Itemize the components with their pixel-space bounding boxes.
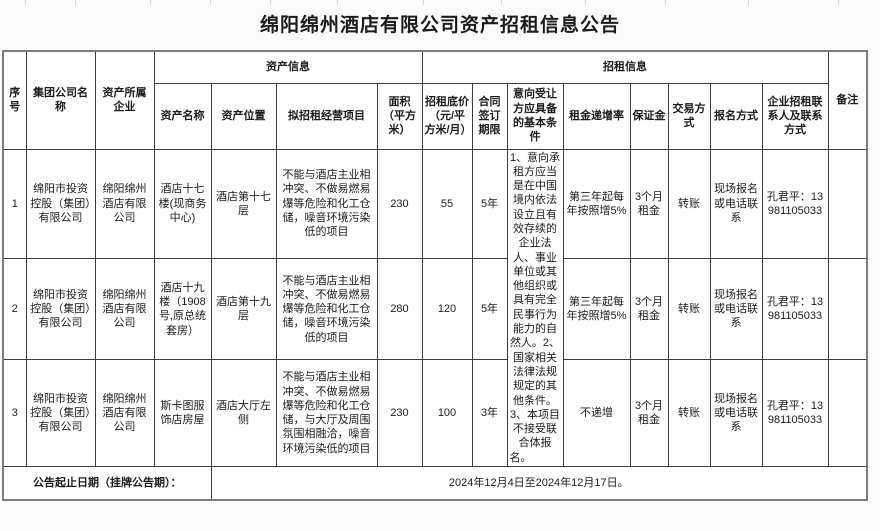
row2-transaction-method: 转账 [667,258,711,361]
col-header-asset-name: 资产名称 [153,82,212,150]
row3-group-company: 绵阳市投资控股（集团）有限公司 [25,359,96,468]
col-header-area: 面积（平方米） [376,82,423,150]
row2-base-price: 120 [421,258,473,361]
gridline-tick [210,0,211,5]
group-header-asset-info: 资产信息 [153,50,423,84]
row1-deposit: 3个月租金 [629,148,669,260]
col-header-contact: 企业招租联系人及联系方式 [761,82,829,150]
table-row: 2 绵阳市投资控股（集团）有限公司 绵阳绵州酒店有限公司 酒店十九楼（1908号… [2,258,868,361]
row3-transaction-method: 转账 [667,359,711,468]
row3-planned-projects: 不能与酒店主业相冲突、不做易燃易爆等危险和化工仓储，与大厅及周围氛围相融洽，噪音… [275,359,378,468]
row2-contact: 孔君平：13981105033 [761,258,829,361]
gridline-tick [75,0,76,5]
row1-seq: 1 [2,148,27,260]
col-header-remark: 备注 [827,50,868,150]
row3-rent-increase: 不递增 [562,359,631,468]
row3-base-price: 100 [421,359,473,468]
row1-base-price: 55 [421,148,473,260]
row1-transaction-method: 转账 [667,148,711,260]
row3-asset-location: 酒店大厅左侧 [210,359,277,468]
col-header-owner-enterprise: 资产所属企业 [94,50,155,150]
row2-contract-term: 5年 [471,258,508,361]
conditions-merged-cell: 1、意向承租方应当是在中国境内依法设立且有效存续的企业法人、事业单位或其他组织或… [506,148,564,468]
col-header-rent-increase: 租金递增率 [562,82,631,150]
col-header-conditions: 意向受让方应具备的基本条件 [506,82,564,150]
row2-remark [827,258,868,361]
gridline-tick [748,0,749,5]
col-header-registration-method: 报名方式 [709,82,763,150]
row1-rent-increase: 第三年起每年按照增5% [562,148,631,260]
gridline-tick [423,0,424,5]
col-header-seq: 序号 [2,50,27,150]
col-header-group-company: 集团公司名称 [25,50,96,150]
row1-asset-location: 酒店第十七层 [210,148,277,260]
row2-group-company: 绵阳市投资控股（集团）有限公司 [25,258,96,361]
row3-contract-term: 3年 [471,359,508,468]
gridline-tick [501,0,502,5]
row2-planned-projects: 不能与酒店主业相冲突、不做易燃易爆等危险和化工仓储，噪音环境污染低的项目 [275,258,378,361]
col-header-transaction-method: 交易方式 [667,82,711,150]
col-header-base-price: 招租底价（元/平方米/月） [421,82,473,150]
row3-remark [827,359,868,468]
row1-registration-method: 现场报名或电话联系 [709,148,763,260]
row2-rent-increase: 第三年起每年按照增5% [562,258,631,361]
footer-row: 公告起止日期（挂牌公告期）： 2024年12月4日至2024年12月17日。 [2,466,868,501]
row3-deposit: 3个月租金 [629,359,669,468]
gridline-tick [270,0,271,5]
row3-asset-name: 斯卡图服饰店房屋 [153,359,212,468]
col-header-planned-projects: 拟招租经营项目 [275,82,378,150]
gridline-tick [838,0,839,5]
row1-contract-term: 5年 [471,148,508,260]
row1-contact: 孔君平：13981105033 [761,148,829,260]
row2-asset-location: 酒店第十九层 [210,258,277,361]
row3-area: 230 [376,359,423,468]
announcement-period-label: 公告起止日期（挂牌公告期）： [2,466,212,501]
table-row: 3 绵阳市投资控股（集团）有限公司 绵阳绵州酒店有限公司 斯卡图服饰店房屋 酒店… [2,359,868,468]
row1-owner-enterprise: 绵阳绵州酒店有限公司 [94,148,155,260]
col-header-contract-term: 合同签订期限 [471,82,508,150]
col-header-deposit: 保证金 [629,82,669,150]
row2-asset-name: 酒店十九楼（1908号,原总统套房） [153,258,212,361]
row2-area: 280 [376,258,423,361]
gridline-tick [150,0,151,5]
row1-asset-name: 酒店十七楼(现商务中心) [153,148,212,260]
announcement-period-value: 2024年12月4日至2024年12月17日。 [210,466,868,501]
row2-deposit: 3个月租金 [629,258,669,361]
gridline-tick [585,0,586,5]
gridline-tick [25,0,26,5]
row1-group-company: 绵阳市投资控股（集团）有限公司 [25,148,96,260]
row3-seq: 3 [2,359,27,468]
row1-area: 230 [376,148,423,260]
col-header-asset-location: 资产位置 [210,82,277,150]
row2-seq: 2 [2,258,27,361]
row1-planned-projects: 不能与酒店主业相冲突、不做易燃易爆等危险和化工仓储，噪音环境污染低的项目 [275,148,378,260]
gridline-tick [665,0,666,5]
row3-registration-method: 现场报名或电话联系 [709,359,763,468]
row2-owner-enterprise: 绵阳绵州酒店有限公司 [94,258,155,361]
table-row: 1 绵阳市投资控股（集团）有限公司 绵阳绵州酒店有限公司 酒店十七楼(现商务中心… [2,148,868,468]
group-header-leasing-info: 招租信息 [421,50,829,84]
row3-owner-enterprise: 绵阳绵州酒店有限公司 [94,359,155,468]
gridline-tick [337,0,338,5]
row2-registration-method: 现场报名或电话联系 [709,258,763,361]
row3-contact: 孔君平：13981105033 [761,359,829,468]
row1-remark [827,148,868,260]
page-title: 绵阳绵州酒店有限公司资产招租信息公告 [259,15,620,36]
leasing-info-table: 序号 集团公司名称 资产所属企业 资产信息 招租信息 备注 资产名称 资产位置 … [2,50,868,501]
